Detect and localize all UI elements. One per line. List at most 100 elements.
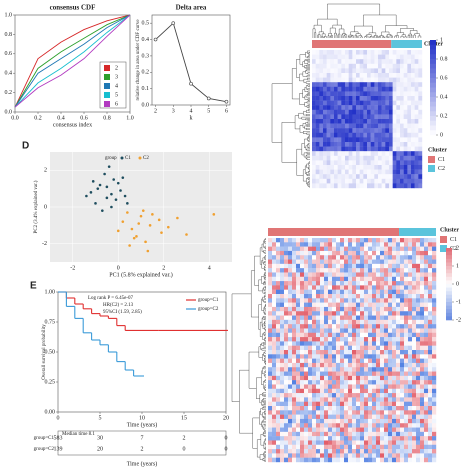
x-axis-label: PC1 (5.8% explained var.) — [109, 271, 173, 278]
heatmap-cell — [319, 96, 324, 101]
heatmap-cell — [360, 332, 365, 338]
heatmap-cell — [411, 174, 415, 179]
heatmap-cell — [360, 263, 365, 269]
heatmap-cell — [404, 294, 409, 299]
heatmap-cell — [276, 362, 281, 368]
heatmap-cell — [340, 332, 345, 338]
heatmap-cell — [356, 367, 361, 372]
heatmap-cell — [420, 298, 425, 303]
heatmap-cell — [388, 311, 393, 316]
point — [176, 216, 179, 220]
heatmap-cell — [404, 388, 409, 394]
heatmap-cell — [400, 155, 404, 161]
heatmap-cell — [407, 137, 412, 143]
heatmap-cell — [340, 401, 345, 407]
heatmap-cell — [424, 397, 429, 402]
y-tick-label: 1.00 — [45, 289, 56, 295]
heatmap-cell — [352, 169, 357, 175]
colorbar-step — [430, 130, 436, 136]
heatmap-cell — [288, 337, 293, 342]
plot-frame — [14, 14, 131, 113]
heatmap-cell — [368, 268, 373, 273]
heatmap-cell — [332, 272, 337, 277]
heatmap-cell — [432, 406, 437, 411]
heatmap-cell — [288, 281, 293, 286]
heatmap-cell — [384, 457, 389, 463]
heatmap-cell — [300, 388, 305, 394]
heatmap-cell — [420, 358, 425, 364]
heatmap-cell — [372, 440, 377, 445]
heatmap-cell — [334, 123, 338, 129]
heatmap-cell — [416, 427, 421, 433]
heatmap-cell — [296, 242, 301, 247]
heatmap-cell — [408, 315, 413, 321]
heatmap-cell — [344, 272, 349, 277]
heatmap-cell — [344, 268, 349, 273]
heatmap-cell — [424, 268, 429, 273]
heatmap-cell — [408, 246, 413, 252]
heatmap-cell — [370, 165, 375, 170]
heatmap-cell — [315, 82, 320, 87]
heatmap-cell — [396, 436, 401, 441]
heatmap-cell — [368, 246, 373, 252]
heatmap-cell — [388, 255, 393, 260]
heatmap-cell — [428, 337, 433, 342]
heatmap-cell — [411, 132, 415, 138]
heatmap-cell — [370, 86, 375, 92]
heatmap-cell — [300, 255, 305, 260]
heatmap-cell — [412, 246, 417, 252]
heatmap-cell — [334, 105, 338, 110]
heatmap-cell — [304, 294, 309, 299]
heatmap-cell — [324, 294, 329, 299]
heatmap-cell — [381, 142, 386, 147]
heatmap-cell — [336, 242, 341, 247]
heatmap-cell — [396, 160, 401, 166]
heatmap-cell — [396, 183, 401, 189]
heatmap-cell — [420, 388, 425, 394]
heatmap-cell — [276, 315, 281, 321]
heatmap-cell — [352, 337, 357, 342]
heatmap-cell — [400, 350, 405, 355]
heatmap-cell — [372, 311, 377, 316]
colorbar-step — [430, 68, 436, 74]
heatmap-cell — [315, 183, 320, 189]
heatmap-cell — [400, 50, 404, 55]
heatmap-cell — [345, 146, 349, 152]
heatmap-cell — [340, 259, 345, 265]
point — [139, 214, 143, 218]
heatmap-cell — [336, 238, 341, 243]
heatmap-cell — [268, 306, 273, 312]
heatmap-cell — [408, 259, 413, 265]
heatmap-cell — [376, 440, 381, 445]
heatmap-cell — [324, 302, 329, 308]
heatmap-cell — [384, 371, 389, 377]
heatmap-cell — [400, 91, 404, 97]
heatmap-cell — [392, 114, 397, 120]
heatmap-cell — [364, 375, 369, 381]
heatmap-cell — [288, 259, 293, 265]
heatmap-cell — [328, 242, 333, 247]
heatmap-cell — [400, 315, 405, 321]
heatmap-cell — [380, 328, 385, 333]
heatmap-cell — [288, 440, 293, 445]
heatmap-cell — [288, 444, 293, 450]
heatmap-cell — [356, 128, 360, 133]
heatmap-cell — [385, 86, 390, 92]
heatmap-cell — [389, 174, 393, 179]
legend-label: 2 — [115, 65, 118, 71]
heatmap-cell — [368, 427, 373, 433]
heatmap-cell — [384, 345, 389, 351]
heatmap-cell — [360, 324, 365, 329]
heatmap-cell — [284, 285, 289, 290]
point — [103, 172, 106, 176]
heatmap-cell — [288, 285, 293, 290]
heatmap-cell — [280, 263, 285, 269]
heatmap-cell — [348, 100, 353, 106]
heatmap-cell — [344, 337, 349, 342]
heatmap-cell — [316, 276, 321, 282]
heatmap-cell — [388, 324, 393, 329]
colorbar-tick-label: 0.6 — [440, 75, 448, 81]
heatmap-cell — [407, 109, 412, 115]
heatmap-cell — [324, 367, 329, 372]
heatmap-cell — [408, 367, 413, 372]
